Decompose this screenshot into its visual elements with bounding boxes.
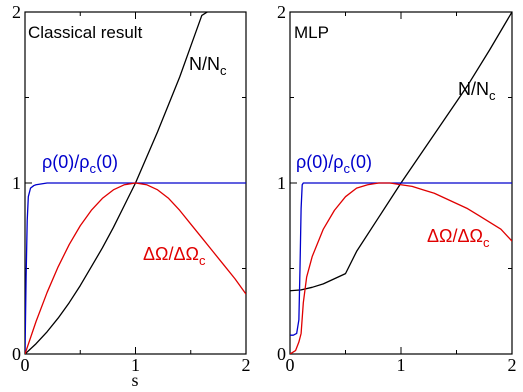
series-label: ΔΩ/ΔΩc — [427, 226, 490, 250]
series-label: ρ(0)/ρc(0) — [42, 152, 118, 176]
series-label: N/Nc — [189, 54, 227, 78]
y-tick-label: 2 — [12, 2, 21, 22]
y-tick-label: 0 — [12, 344, 21, 364]
series-line-rho-ratio — [25, 182, 246, 354]
y-tick-label: 1 — [12, 173, 21, 193]
y-tick-label: 2 — [277, 2, 286, 22]
y-tick-label: 1 — [277, 173, 286, 193]
x-tick-label: 2 — [242, 355, 251, 375]
x-tick-label: 0 — [286, 355, 295, 375]
x-tick-label: 2 — [508, 355, 517, 375]
panel-mlp: 0 1 2 0 1 2 MLP N/Nc ρ(0)/ρc(0) ΔΩ/ΔΩc — [277, 2, 517, 375]
x-tick-label: 0 — [21, 355, 30, 375]
x-tick-label: 1 — [131, 355, 140, 375]
series-line-rho-ratio — [290, 182, 512, 336]
panel-title: MLP — [294, 23, 329, 42]
series-line-n-over-nc — [290, 12, 512, 292]
series-line-n-over-nc — [25, 12, 208, 354]
series-label: ΔΩ/ΔΩc — [143, 244, 206, 268]
x-axis-label: s — [131, 370, 138, 390]
series-label: N/Nc — [458, 79, 496, 103]
series-label: ρ(0)/ρc(0) — [296, 152, 372, 176]
series-line-delta-omega-ratio — [25, 182, 246, 354]
x-tick-label: 1 — [397, 355, 406, 375]
panel-classical: 0 1 2 0 1 2 s Classical result N/Nc ρ(0)/ρc(0) ΔΩ/… — [12, 2, 251, 390]
y-tick-label: 0 — [277, 344, 286, 364]
panel-title: Classical result — [28, 23, 143, 42]
series-line-delta-omega-ratio — [290, 182, 512, 354]
